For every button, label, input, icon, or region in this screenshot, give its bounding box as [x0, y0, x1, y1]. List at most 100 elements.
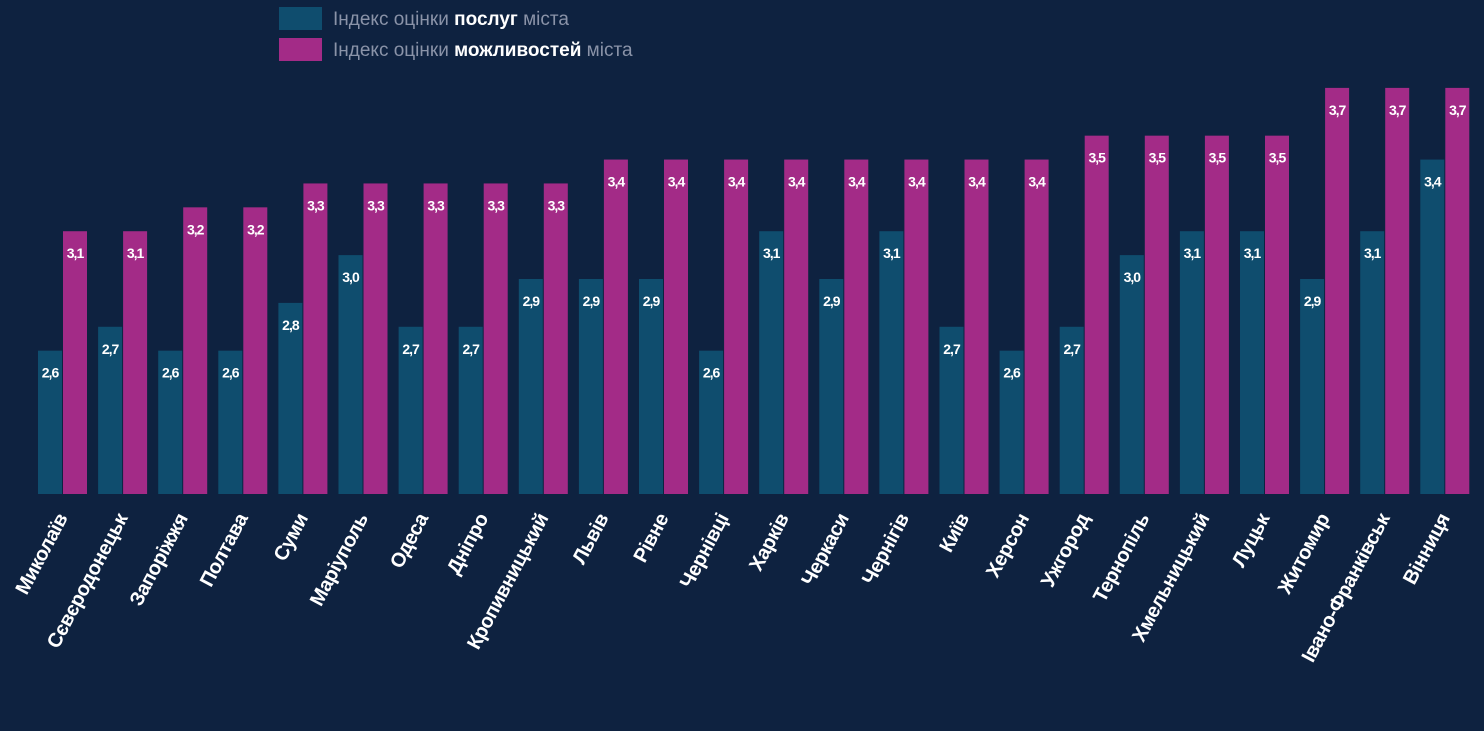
value-label: 3,4 — [608, 174, 626, 190]
value-label: 2,9 — [583, 293, 601, 309]
value-label: 3,1 — [1244, 245, 1262, 261]
x-tick-label: Полтава — [196, 509, 253, 591]
bar — [423, 183, 448, 494]
bar — [1420, 159, 1445, 495]
bar — [1084, 135, 1109, 494]
x-tick-label: Миколаїв — [12, 510, 73, 598]
x-tick-label: Житомир — [1273, 510, 1334, 599]
value-label: 2,7 — [462, 341, 480, 357]
bar — [1024, 159, 1049, 495]
value-label: 2,7 — [943, 341, 961, 357]
value-label: 2,9 — [523, 293, 541, 309]
value-label: 3,3 — [427, 197, 445, 213]
legend-swatch — [279, 38, 322, 61]
value-label: 2,6 — [703, 365, 721, 381]
x-tick-label: Львів — [569, 510, 614, 568]
value-label: 2,8 — [282, 317, 300, 333]
bar — [664, 159, 688, 495]
bar — [1240, 231, 1264, 494]
bar — [518, 279, 543, 494]
x-tick-label: Київ — [936, 510, 974, 556]
bar — [303, 183, 328, 494]
value-label: 3,3 — [307, 197, 325, 213]
x-tick-label: Запоріжжя — [126, 510, 193, 610]
bar — [639, 279, 663, 494]
bar — [183, 207, 208, 495]
value-label: 2,6 — [222, 365, 240, 381]
value-label: 3,4 — [668, 174, 686, 190]
bar — [458, 326, 483, 494]
value-label: 2,7 — [402, 341, 420, 357]
bar — [603, 159, 628, 495]
bar — [819, 279, 844, 494]
bar — [123, 231, 148, 494]
value-label: 3,5 — [1209, 150, 1227, 166]
value-label: 2,9 — [823, 293, 841, 309]
value-label: 3,3 — [548, 197, 566, 213]
x-tick-label: Тернопіль — [1089, 510, 1154, 606]
value-label: 3,0 — [1124, 269, 1142, 285]
bar — [483, 183, 508, 494]
value-label: 3,1 — [763, 245, 781, 261]
value-label: 3,4 — [1028, 174, 1046, 190]
bar — [98, 326, 123, 494]
bar — [999, 350, 1024, 494]
x-tick-label: Черкаси — [797, 510, 853, 590]
bar — [1385, 87, 1410, 494]
value-label: 2,7 — [102, 341, 120, 357]
bar — [939, 326, 964, 494]
value-label: 3,5 — [1088, 150, 1106, 166]
bar — [38, 350, 62, 494]
legend-swatch — [279, 7, 322, 30]
value-label: 2,6 — [162, 365, 180, 381]
x-tick-label: Вінниця — [1399, 510, 1455, 588]
bar — [578, 279, 603, 494]
bar — [1059, 326, 1084, 494]
bar — [1265, 135, 1289, 494]
x-tick-label: Рівне — [630, 510, 674, 566]
bar — [1204, 135, 1229, 494]
bar — [1325, 87, 1350, 494]
bar — [844, 159, 869, 495]
bar — [759, 231, 784, 494]
x-tick-label: Чернігів — [858, 510, 914, 589]
bar — [158, 350, 183, 494]
value-label: 3,4 — [728, 174, 746, 190]
bar — [338, 255, 363, 494]
value-label: 2,7 — [1063, 341, 1081, 357]
bar — [63, 231, 87, 494]
bar — [278, 302, 303, 494]
value-label: 3,1 — [127, 245, 145, 261]
value-label: 3,7 — [1449, 102, 1467, 118]
value-label: 3,4 — [968, 174, 986, 190]
value-label: 3,4 — [908, 174, 926, 190]
value-label: 3,1 — [1184, 245, 1202, 261]
x-tick-label: Херсон — [982, 510, 1034, 581]
value-label: 3,4 — [788, 174, 806, 190]
value-label: 3,2 — [187, 221, 205, 237]
legend-label: Індекс оцінки можливостей міста — [333, 40, 633, 61]
value-label: 3,0 — [342, 269, 360, 285]
value-label: 3,5 — [1269, 150, 1287, 166]
x-tick-label: Маріуполь — [306, 510, 373, 610]
value-label: 3,5 — [1149, 150, 1167, 166]
bar — [1445, 87, 1470, 494]
value-label: 3,3 — [487, 197, 505, 213]
value-label: 3,7 — [1329, 102, 1347, 118]
x-tick-label: Луцьк — [1228, 509, 1275, 571]
value-label: 2,6 — [42, 365, 60, 381]
value-label: 3,1 — [67, 245, 85, 261]
x-tick-label: Дніпро — [443, 510, 493, 578]
bar — [363, 183, 388, 494]
bar — [964, 159, 989, 495]
x-tick-label: Харків — [745, 510, 793, 575]
bar — [784, 159, 809, 495]
bar — [398, 326, 423, 494]
value-label: 3,1 — [883, 245, 901, 261]
x-tick-label: Одеса — [386, 509, 434, 572]
value-label: 2,9 — [643, 293, 661, 309]
bar — [1300, 279, 1325, 494]
bar — [699, 350, 724, 494]
value-label: 3,1 — [1364, 245, 1382, 261]
value-label: 2,6 — [1003, 365, 1021, 381]
